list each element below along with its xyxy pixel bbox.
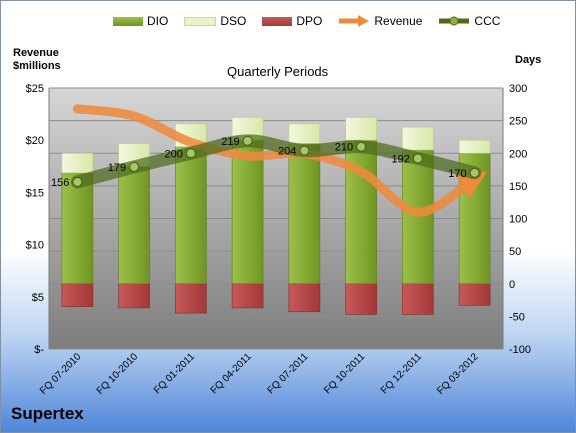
- right-tick-label: 150: [509, 181, 527, 193]
- legend-label-dio: DIO: [147, 14, 169, 28]
- legend-item-ccc: CCC: [438, 14, 500, 28]
- left-axis-label: Revenue $millions: [13, 47, 61, 73]
- ccc-data-label: 210: [335, 142, 353, 154]
- ccc-data-label: 192: [392, 153, 410, 165]
- ccc-data-label: 156: [51, 177, 69, 189]
- ccc-point: [469, 167, 480, 178]
- bar-dpo: [458, 283, 491, 306]
- right-tick-label: 300: [509, 83, 527, 95]
- legend-swatch-dso: [184, 16, 217, 26]
- ccc-data-label: 200: [165, 148, 183, 160]
- right-tick-label: 250: [509, 116, 527, 128]
- left-axis-label-line1: Revenue: [13, 47, 59, 59]
- ccc-point: [72, 176, 83, 187]
- left-tick-label: $10: [26, 240, 44, 252]
- bar-dso: [288, 123, 321, 144]
- ccc-point: [412, 153, 423, 164]
- left-tick-label: $15: [26, 187, 44, 199]
- bar-dio: [61, 172, 94, 285]
- legend-item-dso: DSO: [184, 14, 246, 28]
- bar-dpo: [231, 283, 264, 309]
- chart-title: Quarterly Periods: [227, 64, 329, 79]
- left-tick-label: $-: [34, 344, 44, 356]
- legend-swatch-revenue: [339, 15, 370, 27]
- bar-dpo: [288, 283, 321, 313]
- left-tick-label: $20: [26, 135, 44, 147]
- x-tick-label: FQ 12-2011: [379, 351, 424, 396]
- ccc-data-label: 204: [278, 146, 296, 158]
- bar-dpo: [175, 283, 207, 314]
- bar-dso: [61, 152, 94, 174]
- bar-dpo: [118, 283, 150, 309]
- ccc-data-label: 170: [448, 168, 466, 180]
- revenue-line: [72, 104, 488, 217]
- x-tick-label: FQ 07-2010: [38, 351, 84, 397]
- legend: DIO DSO DPO Revenue CCC: [113, 14, 516, 28]
- ccc-point: [185, 148, 196, 159]
- ccc-point: [356, 141, 367, 152]
- legend-label-dso: DSO: [220, 14, 247, 28]
- legend-item-dio: DIO: [113, 14, 168, 28]
- ccc-data-label: 219: [221, 136, 239, 148]
- right-axis-label: Days: [515, 54, 542, 66]
- x-tick-label: FQ 03-2012: [435, 351, 481, 397]
- x-tick-label: FQ 10-2010: [95, 351, 141, 397]
- right-tick-label: 50: [509, 246, 521, 258]
- legend-item-dpo: DPO: [262, 14, 322, 28]
- legend-label-dpo: DPO: [296, 14, 323, 28]
- legend-swatch-dpo: [262, 16, 293, 26]
- left-tick-label: $5: [32, 292, 44, 304]
- bar-dio: [118, 166, 150, 285]
- x-tick-label: FQ 07-2011: [266, 351, 311, 396]
- legend-swatch-dio: [113, 16, 143, 26]
- legend-label-ccc: CCC: [474, 14, 501, 28]
- legend-label-revenue: Revenue: [374, 14, 423, 28]
- bar-dso: [345, 117, 377, 141]
- right-tick-label: -100: [509, 344, 531, 356]
- bar-dso: [402, 126, 434, 151]
- left-tick-label: $25: [26, 83, 44, 95]
- right-tick-label: -50: [509, 311, 525, 323]
- bar-dpo: [61, 283, 94, 307]
- legend-swatch-ccc: [439, 16, 470, 26]
- right-tick-label: 200: [509, 148, 527, 160]
- x-tick-label: FQ 01-2011: [152, 351, 197, 396]
- legend-item-revenue: Revenue: [338, 14, 422, 28]
- ccc-point: [129, 161, 140, 172]
- right-tick-label: 0: [509, 279, 515, 291]
- ccc-data-label: 179: [108, 162, 126, 174]
- ccc-point: [299, 145, 310, 156]
- x-tick-label: FQ 04-2011: [209, 351, 254, 396]
- left-axis-label-line2: $millions: [13, 60, 61, 72]
- bar-dso: [458, 139, 491, 154]
- company-name: Supertex: [11, 404, 84, 423]
- bar-dio: [231, 139, 264, 285]
- bar-dio: [402, 149, 434, 285]
- bar-dio: [175, 146, 207, 285]
- x-tick-label: FQ 10-2011: [322, 351, 367, 396]
- right-tick-label: 100: [509, 214, 527, 226]
- bar-dpo: [345, 283, 377, 315]
- bar-dio: [288, 143, 321, 285]
- ccc-point: [242, 135, 253, 146]
- bar-dpo: [402, 283, 434, 315]
